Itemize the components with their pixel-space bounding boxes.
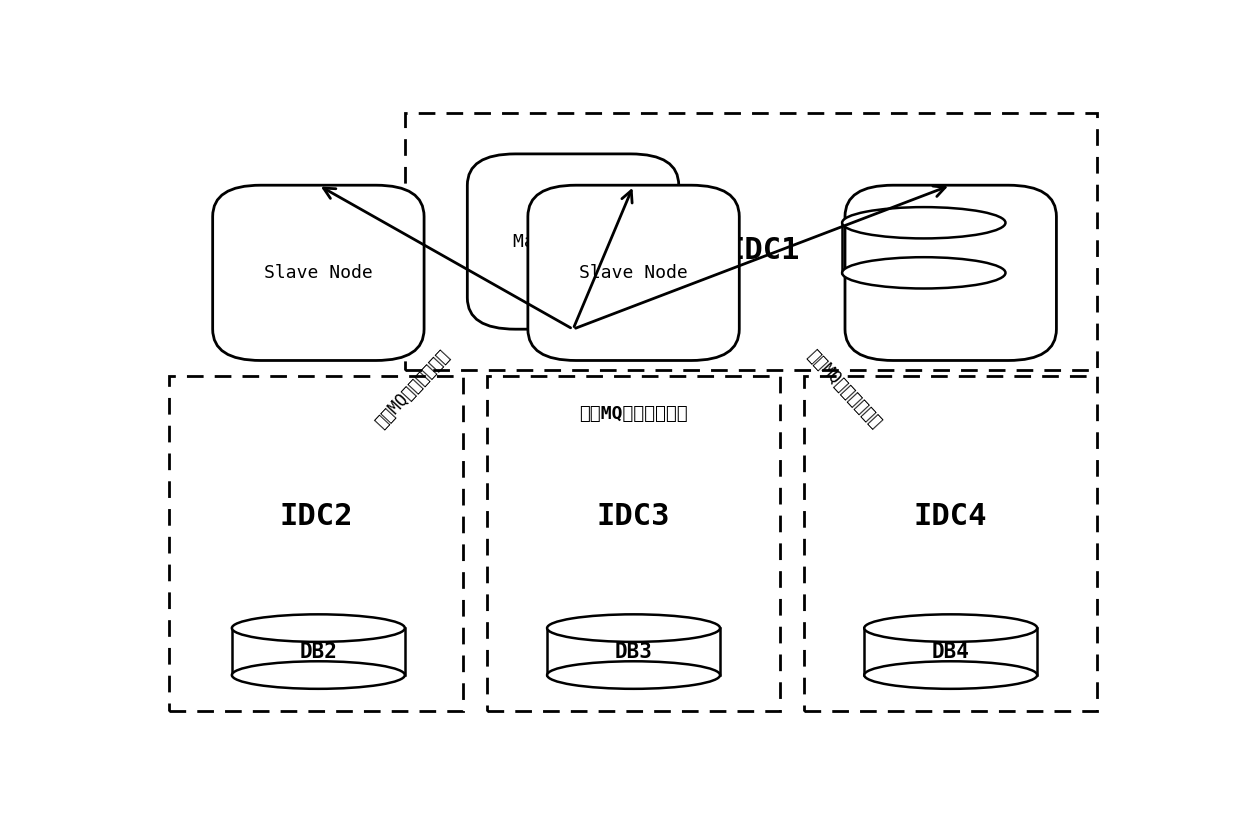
Text: Slave Node: Slave Node xyxy=(897,264,1006,282)
FancyBboxPatch shape xyxy=(213,185,424,360)
Bar xyxy=(486,376,780,711)
Bar xyxy=(842,223,1006,273)
Bar xyxy=(170,376,463,711)
Text: IDC2: IDC2 xyxy=(279,502,352,532)
Text: Slave Node: Slave Node xyxy=(579,264,688,282)
Text: 通过MQ发送校验信息: 通过MQ发送校验信息 xyxy=(579,405,688,423)
Ellipse shape xyxy=(232,615,404,642)
Text: 通过MQ发送校验信息: 通过MQ发送校验信息 xyxy=(372,346,454,432)
Bar xyxy=(404,113,1096,370)
Ellipse shape xyxy=(842,257,1006,289)
Ellipse shape xyxy=(232,661,404,689)
FancyBboxPatch shape xyxy=(528,185,739,360)
Text: DB3: DB3 xyxy=(615,641,652,662)
Bar xyxy=(547,628,720,675)
Text: IDC4: IDC4 xyxy=(914,502,987,532)
Text: DB1: DB1 xyxy=(905,237,942,258)
Bar xyxy=(804,376,1096,711)
Ellipse shape xyxy=(547,661,720,689)
Ellipse shape xyxy=(864,615,1037,642)
Text: DB2: DB2 xyxy=(299,641,337,662)
Text: DB4: DB4 xyxy=(931,641,970,662)
Text: 通过MQ发送校验信息: 通过MQ发送校验信息 xyxy=(804,346,884,432)
FancyBboxPatch shape xyxy=(844,185,1056,360)
Text: IDC3: IDC3 xyxy=(596,502,670,532)
Text: Master Node: Master Node xyxy=(513,233,632,250)
FancyBboxPatch shape xyxy=(467,154,678,329)
Ellipse shape xyxy=(842,207,1006,238)
Text: IDC1: IDC1 xyxy=(727,237,800,265)
Ellipse shape xyxy=(547,615,720,642)
Bar xyxy=(232,628,404,675)
Ellipse shape xyxy=(864,661,1037,689)
Text: Slave Node: Slave Node xyxy=(264,264,373,282)
Bar xyxy=(864,628,1037,675)
